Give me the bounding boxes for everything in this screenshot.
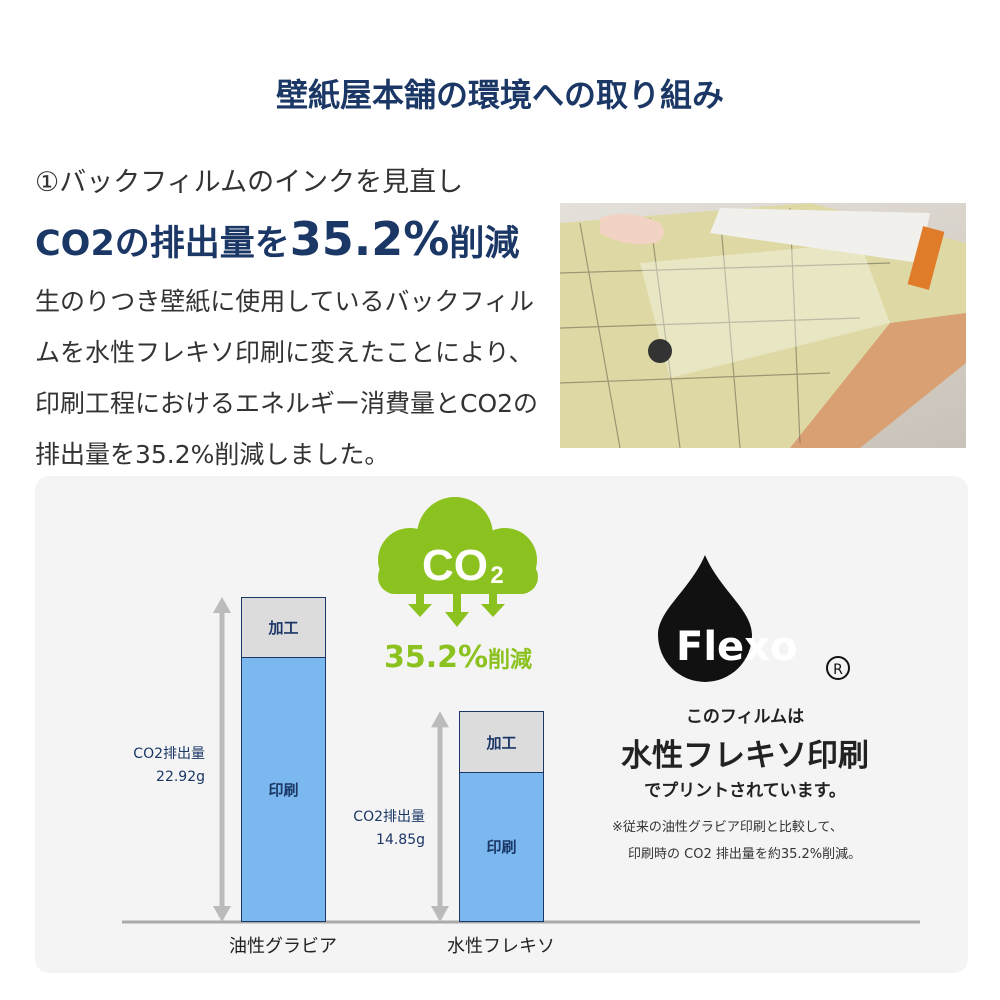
flexo-line1: このフィルムは — [685, 707, 805, 727]
double-arrow-icon — [213, 597, 231, 922]
total-label: CO2排出量 14.85g — [353, 806, 425, 852]
svg-text:R: R — [833, 662, 843, 678]
total-label-value: 14.85g — [376, 832, 425, 849]
headline-prefix: CO2の排出量を — [35, 224, 290, 264]
wallpaper-roll-photo — [560, 203, 966, 448]
category-label: 水性フレキソ — [447, 936, 555, 957]
registered-mark-icon — [826, 656, 850, 680]
headline: CO2の排出量を35.2%削減 — [35, 212, 519, 266]
page-title: 壁紙屋本舗の環境への取り組み — [275, 76, 724, 114]
reduction-value: 35.2% — [383, 640, 489, 675]
total-label-value: 22.92g — [156, 769, 205, 786]
headline-suffix: 削減 — [449, 224, 520, 264]
total-label-title: CO2排出量 — [133, 746, 205, 763]
flexo-note2: 印刷時の CO2 排出量を約35.2%削減。 — [628, 847, 862, 862]
total-label-title: CO2排出量 — [353, 809, 425, 826]
double-arrow-icon — [431, 711, 449, 922]
down-arrows-icon — [408, 592, 505, 627]
flexo-logo-text: Flexo — [676, 624, 797, 670]
bar-segment-insatsu: 印刷 — [460, 772, 543, 921]
bar-segment-kako: 加工 — [242, 598, 325, 658]
ink-drop-icon — [658, 555, 752, 682]
cloud-subscript: 2 — [490, 562, 503, 589]
reduction-suffix: 削減 — [488, 648, 533, 673]
flexo-note1: ※従来の油性グラビア印刷と比較して、 — [612, 820, 843, 835]
co2-cloud-icon — [378, 497, 538, 627]
section-subtitle: ①バックフィルムのインクを見直し — [35, 167, 464, 198]
description-paragraph: 生のりつき壁紙に使用しているバックフィルムを水性フレキソ印刷に変えたことにより、… — [35, 287, 539, 469]
flexo-line3: でプリントされています。 — [644, 781, 846, 801]
bar-1: 加工 印刷 — [459, 711, 544, 922]
total-label: CO2排出量 22.92g — [133, 743, 205, 789]
bar-segment-insatsu: 印刷 — [242, 657, 325, 921]
cloud-co-text: CO — [422, 541, 488, 590]
headline-value: 35.2% — [289, 212, 450, 266]
category-label: 油性グラビア — [229, 936, 337, 957]
reduction-label: 35.2%削減 — [358, 640, 558, 675]
flexo-line2: 水性フレキソ印刷 — [621, 738, 869, 774]
bar-segment-kako: 加工 — [460, 712, 543, 773]
bar-0: 加工 印刷 — [241, 597, 326, 922]
